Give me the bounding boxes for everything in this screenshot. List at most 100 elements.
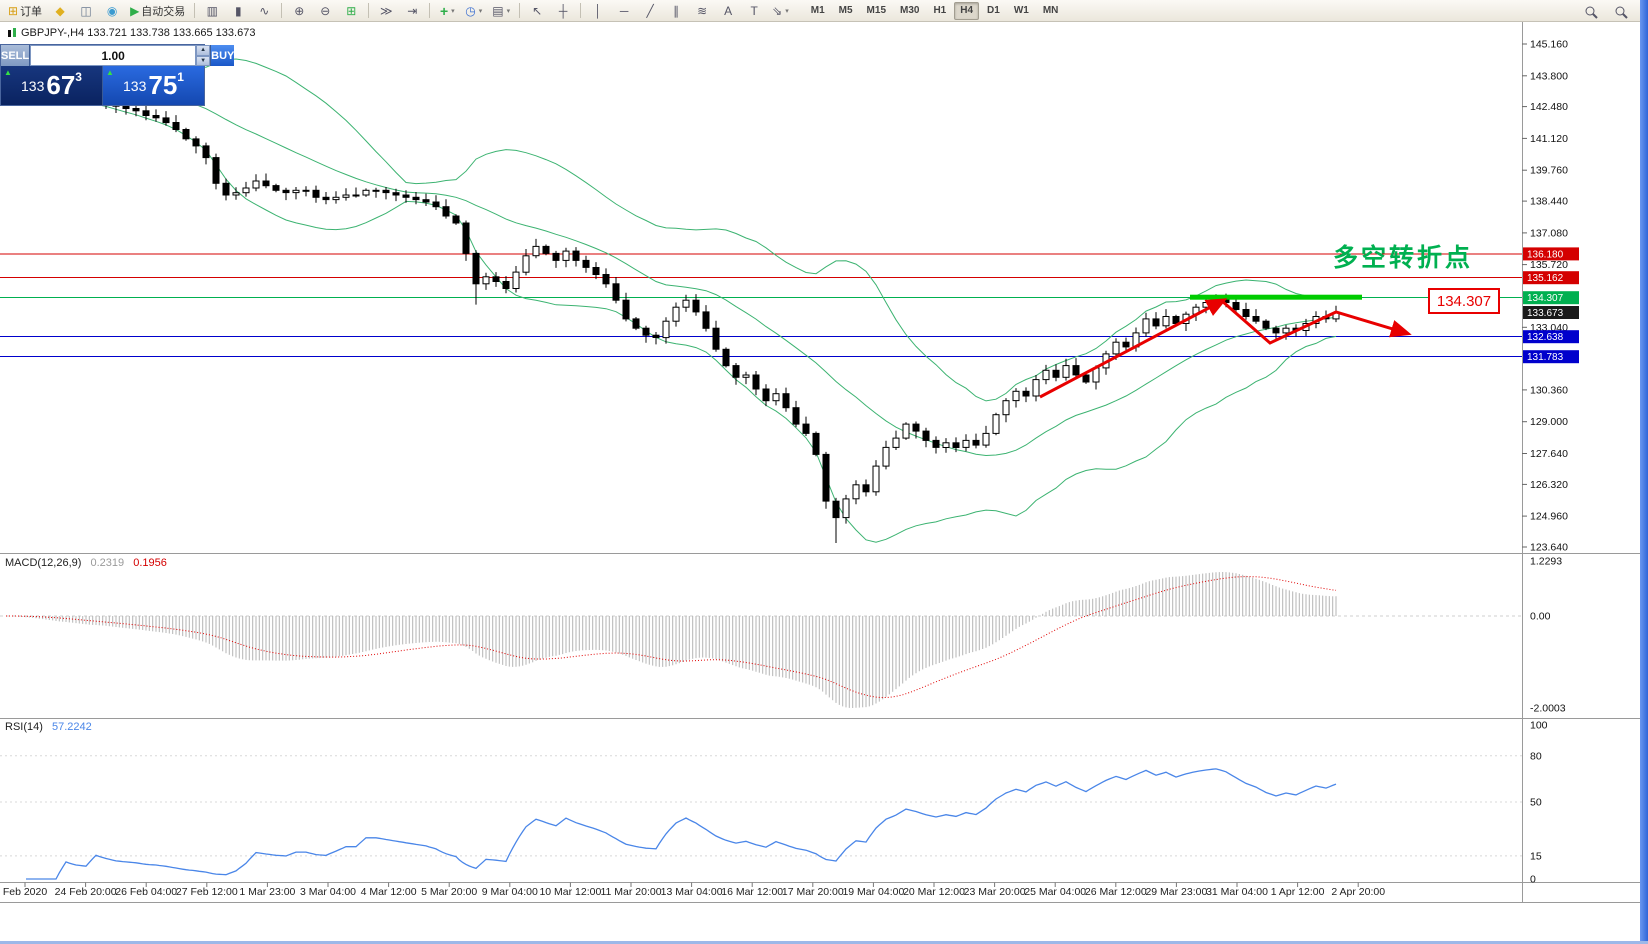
rsi-panel[interactable]: 100 80 50 15 0: [0, 720, 1548, 886]
vertical-line-icon[interactable]: │: [594, 3, 602, 18]
time-axis[interactable]: Feb 2020 24 Feb 20:00 26 Feb 04:00 27 Feb 1…: [0, 886, 1522, 900]
autotrading-button[interactable]: ▶ 自动交易: [130, 3, 186, 18]
new-order-button[interactable]: ⊞ 订单: [8, 3, 43, 18]
symbol-ohlc-text: GBPJPY-,H4 133.721 133.738 133.665 133.6…: [21, 27, 256, 39]
window-border-bottom: [0, 941, 1648, 944]
svg-text:1.2293: 1.2293: [1530, 556, 1562, 568]
time-label: Feb 2020: [2, 886, 48, 898]
buy-price-button[interactable]: ▲ 133 75 1: [103, 66, 204, 105]
price-axis[interactable]: 145.160 143.800 142.480 141.120 139.760 138.4…: [1522, 39, 1579, 554]
time-label: 19 Mar 04:00: [842, 886, 905, 898]
svg-text:138.440: 138.440: [1530, 196, 1568, 208]
data-window-icon[interactable]: ◫: [80, 3, 92, 18]
sell-button[interactable]: SELL: [1, 45, 31, 66]
toolbar-separator: [194, 3, 196, 18]
candlestick-chart-icon[interactable]: ▮: [234, 3, 242, 18]
market-watch-icon[interactable]: ◆: [55, 3, 65, 18]
svg-text:100: 100: [1530, 720, 1548, 732]
macd-panel[interactable]: 1.2293 0.00 -2.0003: [0, 556, 1566, 715]
tile-windows-icon[interactable]: ⊞: [346, 3, 357, 18]
trendline-icon[interactable]: ╱: [646, 3, 654, 18]
toolbar-separator: [519, 3, 521, 18]
time-label: 13 Mar 04:00: [660, 886, 723, 898]
timeframe-h1[interactable]: H1: [933, 5, 947, 16]
svg-text:15: 15: [1530, 850, 1542, 862]
window-border-right: [1640, 0, 1648, 944]
zoom-out-icon[interactable]: ⊖: [320, 3, 331, 18]
timeframe-mn[interactable]: MN: [1042, 5, 1059, 16]
time-label: 23 Mar 20:00: [963, 886, 1026, 898]
periods-icon[interactable]: ◷ ▾: [465, 3, 483, 18]
svg-text:80: 80: [1530, 750, 1542, 762]
chevron-down-icon: ▾: [478, 7, 483, 15]
horizontal-line-icon[interactable]: ─: [619, 3, 629, 18]
svg-text:131.783: 131.783: [1527, 352, 1564, 363]
time-ticks: [24, 882, 1359, 887]
text-icon[interactable]: A: [724, 3, 733, 18]
zoom-in-icon[interactable]: ⊕: [294, 3, 305, 18]
chart-symbol-icon: [8, 27, 16, 37]
search-icon[interactable]: [1579, 2, 1603, 22]
time-label: 26 Feb 04:00: [115, 886, 178, 898]
svg-text:129.000: 129.000: [1530, 416, 1568, 428]
chevron-down-icon: ▾: [785, 7, 789, 15]
time-label: 1 Mar 23:00: [239, 886, 296, 898]
chart-shift-icon[interactable]: ⇥: [407, 3, 418, 18]
bar-chart-icon[interactable]: ▥: [206, 3, 218, 18]
svg-text:124.960: 124.960: [1530, 511, 1568, 523]
channel-icon[interactable]: ∥: [673, 3, 680, 18]
navigator-icon[interactable]: ◉: [106, 3, 118, 18]
time-label: 24 Feb 20:00: [54, 886, 117, 898]
templates-icon[interactable]: ▤ ▾: [492, 3, 511, 18]
bollinger-layer: [5, 58, 1337, 543]
chevron-down-icon: ▾: [506, 7, 511, 15]
svg-text:50: 50: [1530, 797, 1542, 809]
toolbar-separator: [429, 3, 431, 18]
timeframe-m30[interactable]: M30: [900, 5, 920, 16]
toolbar-buttons: ⊞ 订单 ◆ ◫ ◉ ▶ 自动交易 ▥ ▮ ∿ ⊕ ⊖ ⊞ ≫ ⇥ + ▾ ◷ ▾ ▤ ▾ ↖ ┼ │ ─ ╱ ∥ ≋ A T ⇘ ▾: [3, 1, 794, 21]
timeframe-d1[interactable]: D1: [987, 5, 1000, 16]
up-trend-arrow: [1039, 298, 1228, 399]
volume-down-button[interactable]: ▼: [196, 55, 211, 66]
volume-input[interactable]: [30, 45, 197, 66]
candles-layer: [2, 70, 1340, 543]
cursor-icon[interactable]: ↖: [532, 3, 543, 18]
down-trend-arrow: [1221, 299, 1412, 345]
line-chart-icon[interactable]: ∿: [259, 3, 270, 18]
svg-text:143.800: 143.800: [1530, 70, 1568, 82]
label-icon[interactable]: T: [750, 3, 758, 18]
buy-button[interactable]: BUY: [210, 45, 235, 66]
svg-text:135.162: 135.162: [1527, 273, 1564, 284]
timeframe-h4[interactable]: H4: [954, 1, 980, 20]
toolbar-separator: [368, 3, 370, 18]
volume-up-button[interactable]: ▲: [196, 45, 211, 56]
time-label: 10 Mar 12:00: [539, 886, 602, 898]
buy-tick-arrow-icon: ▲: [106, 68, 114, 77]
auto-scroll-icon[interactable]: ≫: [380, 3, 393, 18]
fibonacci-icon[interactable]: ≋: [697, 3, 708, 18]
time-label: 16 Mar 12:00: [721, 886, 784, 898]
rsi-value: 57.2242: [51, 721, 92, 733]
timeframe-m1[interactable]: M1: [810, 5, 825, 16]
panel-separators: [0, 22, 1648, 903]
timeframe-w1[interactable]: W1: [1013, 5, 1029, 16]
timeframe-m15[interactable]: M15: [866, 5, 886, 16]
sell-price-button[interactable]: ▲ 133 67 3: [1, 66, 103, 105]
symbol-info: GBPJPY-,H4 133.721 133.738 133.665 133.6…: [7, 27, 255, 39]
turning-point-annotation: 多空转折点: [1333, 244, 1474, 272]
rsi-label: RSI(14) 57.2242: [5, 721, 92, 733]
chevron-down-icon: ▾: [451, 7, 455, 15]
price-flag-label: 134.307: [1428, 288, 1500, 314]
sell-tick-arrow-icon: ▲: [4, 68, 12, 77]
macd-main-value: 0.2319: [90, 557, 125, 569]
sell-price-pip: 3: [75, 70, 82, 84]
indicators-icon[interactable]: + ▾: [439, 2, 455, 19]
timeframe-m5[interactable]: M5: [838, 5, 853, 16]
macd-signal-value: 0.1956: [133, 557, 167, 569]
shapes-icon[interactable]: ⇘ ▾: [772, 3, 789, 18]
magnifier-icon[interactable]: [1609, 2, 1633, 22]
time-label: 1 Apr 12:00: [1270, 886, 1325, 898]
crosshair-icon[interactable]: ┼: [558, 3, 568, 18]
